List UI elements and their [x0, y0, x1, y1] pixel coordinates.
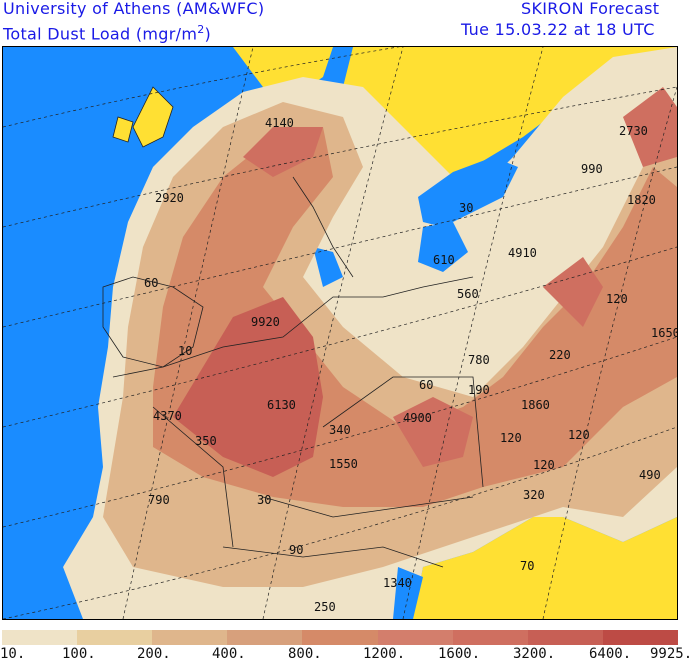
dust-value-label: 4910 [508, 246, 537, 260]
legend-tick-label: 1200. [363, 646, 406, 662]
legend-tick-label: 800. [288, 646, 322, 662]
legend-tick-label: 6400. [589, 646, 632, 662]
dust-value-label: 610 [433, 253, 455, 267]
dust-value-label: 320 [523, 488, 545, 502]
legend-tick-label: 100. [62, 646, 96, 662]
valid-time: Tue 15.03.22 at 18 UTC [461, 20, 655, 39]
dust-value-label: 120 [606, 292, 628, 306]
dust-value-label: 560 [457, 287, 479, 301]
dust-value-label: 10 [178, 344, 192, 358]
legend-swatch [377, 630, 453, 645]
legend-tick-label: 200. [137, 646, 171, 662]
legend-bar [2, 630, 678, 645]
coastline-ireland [112, 116, 134, 143]
dust-value-label: 2730 [619, 124, 648, 138]
legend-swatch [452, 630, 528, 645]
graticule [3, 47, 677, 619]
legend-swatch [2, 630, 78, 645]
institution-title: University of Athens (AM&WFC) [3, 0, 265, 18]
dust-value-label: 790 [148, 493, 170, 507]
dust-value-label: 120 [533, 458, 555, 472]
border-sahara-3 [262, 496, 474, 518]
dust-value-label: 340 [329, 423, 351, 437]
dust-value-label: 30 [459, 201, 473, 215]
black-sea [418, 157, 518, 227]
legend-tick-label: 10. [0, 646, 26, 662]
legend-swatch [227, 630, 303, 645]
coastline-italy [292, 176, 354, 278]
dust-core-northeast [623, 87, 677, 167]
dust-value-label: 4140 [265, 116, 294, 130]
dust-value-label: 190 [468, 383, 490, 397]
atlantic-sea [3, 47, 123, 619]
dust-core-west [173, 297, 323, 477]
dust-value-label: 6130 [267, 398, 296, 412]
dust-value-label: 30 [257, 493, 271, 507]
legend-tick-label: 1600. [438, 646, 481, 662]
legend-tick-label: 3200. [513, 646, 556, 662]
variable-title: Total Dust Load (mgr/m2) [3, 21, 211, 43]
coastline-britain [132, 86, 174, 148]
legend-swatch [602, 630, 678, 645]
legend-swatch [77, 630, 153, 645]
border-sahara-1 [152, 406, 234, 548]
clean-land-southeast [413, 517, 677, 619]
legend-swatch [527, 630, 603, 645]
coastline-iberia [102, 276, 204, 368]
variable-text: Total Dust Load (mgr/m [3, 24, 198, 44]
dust-value-label: 120 [500, 431, 522, 445]
red-sea [393, 567, 423, 619]
value-labels: 4140 2730 990 2920 1820 30 610 4910 60 560 120 9920… [144, 116, 677, 614]
dust-value-label: 1820 [627, 193, 656, 207]
dust-value-label: 60 [419, 378, 433, 392]
legend-swatch [152, 630, 228, 645]
dust-value-label: 70 [520, 559, 534, 573]
dust-value-label: 2920 [155, 191, 184, 205]
coastline-africa-north [112, 276, 474, 378]
legend-swatch [302, 630, 378, 645]
dust-value-label: 1860 [521, 398, 550, 412]
dust-map: 4140 2730 990 2920 1820 30 610 4910 60 560 120 9920… [2, 46, 678, 620]
dust-value-label: 490 [639, 468, 661, 482]
legend-tick-label: 9925. [650, 646, 693, 662]
dust-value-label: 780 [468, 353, 490, 367]
dust-value-label: 990 [581, 162, 603, 176]
dust-core-central [393, 397, 473, 467]
legend-ticks: 10. 100. 200. 400. 800. 1200. 1600. 3200. 6400. 9… [0, 646, 700, 662]
dust-core-east [543, 257, 603, 327]
dust-core-europe [243, 127, 323, 177]
dust-value-label: 1650 [651, 326, 677, 340]
dust-value-label: 60 [144, 276, 158, 290]
dust-value-label: 4370 [153, 409, 182, 423]
legend-tick-label: 400. [212, 646, 246, 662]
dust-value-label: 350 [195, 434, 217, 448]
model-title: SKIRON Forecast [521, 0, 660, 18]
border-sahara-2 [322, 376, 484, 488]
dust-value-label: 9920 [251, 315, 280, 329]
dust-value-label: 120 [568, 428, 590, 442]
dust-value-label: 220 [549, 348, 571, 362]
border-central-africa [222, 546, 444, 568]
dust-value-label: 90 [289, 543, 303, 557]
dust-value-label: 1550 [329, 457, 358, 471]
aegean-sea [418, 222, 468, 272]
dust-value-label: 1340 [383, 576, 412, 590]
dust-value-label: 250 [314, 600, 336, 614]
tyrrhenian-sea [313, 247, 343, 287]
variable-close: ) [204, 24, 212, 44]
variable-exponent: 2 [197, 23, 205, 36]
dust-value-label: 4900 [403, 411, 432, 425]
